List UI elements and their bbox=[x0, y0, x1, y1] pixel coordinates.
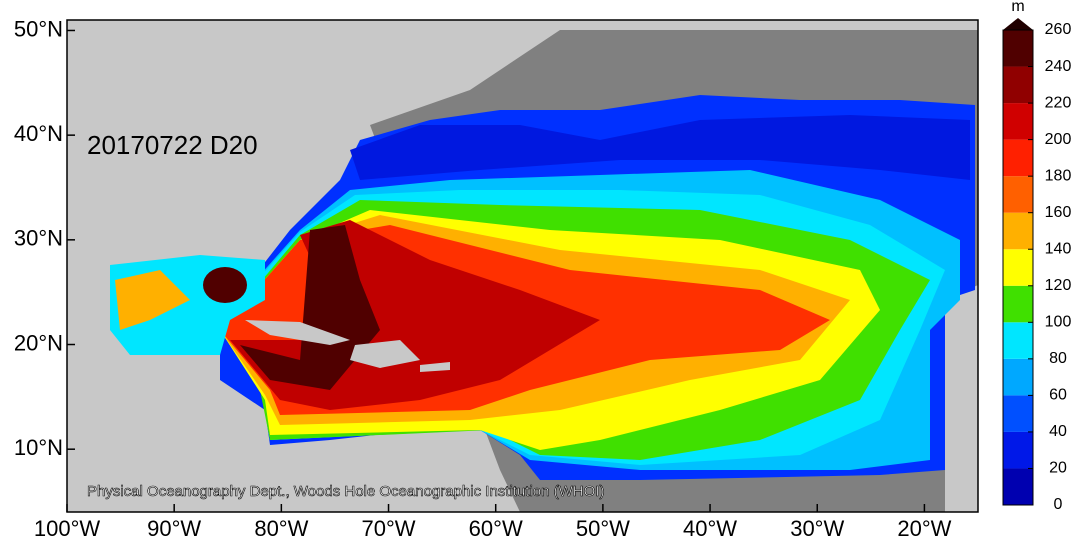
x-tick-label: 80°W bbox=[254, 516, 308, 541]
colorbar-tick-label: 100 bbox=[1045, 314, 1072, 331]
colorbar-segment bbox=[1003, 431, 1033, 469]
colorbar-tick-label: 40 bbox=[1049, 423, 1067, 440]
credit: Physical Oceanography Dept., Woods Hole … bbox=[87, 483, 604, 500]
field bbox=[115, 270, 190, 330]
x-tick-label: 60°W bbox=[469, 516, 523, 541]
colorbar-tick-label: 200 bbox=[1045, 131, 1072, 148]
colorbar-segment bbox=[1003, 358, 1033, 396]
colorbar-tick-label: 120 bbox=[1045, 277, 1072, 294]
colorbar-tick-label: 80 bbox=[1049, 350, 1067, 367]
y-tick-label: 50°N bbox=[14, 16, 63, 41]
y-tick-label: 40°N bbox=[14, 121, 63, 146]
colorbar-frame bbox=[1002, 29, 1034, 506]
colorbar-unit: m bbox=[1011, 0, 1024, 15]
colorbar-segment bbox=[1003, 139, 1033, 177]
colorbar-segment bbox=[1003, 176, 1033, 213]
x-tick-label: 100°W bbox=[34, 516, 101, 541]
colorbar-segment bbox=[1003, 468, 1033, 505]
map-frame bbox=[66, 19, 979, 513]
x-tick-label: 70°W bbox=[362, 516, 416, 541]
colorbar-tick-label: 180 bbox=[1045, 167, 1072, 184]
islands bbox=[245, 320, 450, 372]
map-field bbox=[67, 20, 978, 512]
x-tick-label: 40°W bbox=[683, 516, 737, 541]
colorbar-tick-label: 220 bbox=[1045, 94, 1072, 111]
colorbar-segment bbox=[1003, 322, 1033, 359]
colorbar-tick-label: 160 bbox=[1045, 204, 1072, 221]
colorbar-segment bbox=[1003, 395, 1033, 432]
x-tick-label: 90°W bbox=[147, 516, 201, 541]
field bbox=[350, 115, 970, 180]
field bbox=[203, 267, 247, 303]
date-label: 20170722 D20 bbox=[87, 130, 258, 160]
colorbar-tick-label: 60 bbox=[1049, 387, 1067, 404]
field bbox=[240, 225, 380, 390]
colorbar-segment bbox=[1003, 30, 1033, 67]
colorbar-tick-label: 20 bbox=[1049, 460, 1067, 477]
x-tick-label: 30°W bbox=[790, 516, 844, 541]
y-tick-label: 30°N bbox=[14, 226, 63, 251]
colorbar-segment bbox=[1003, 249, 1033, 286]
colorbar-segment bbox=[1003, 103, 1033, 140]
y-tick-label: 20°N bbox=[14, 330, 63, 355]
x-tick-label: 20°W bbox=[897, 516, 951, 541]
y-tick-label: 10°N bbox=[14, 435, 63, 460]
x-tick-label: 50°W bbox=[576, 516, 630, 541]
colorbar-tick-label: 260 bbox=[1045, 21, 1072, 38]
colorbar-extend bbox=[1003, 18, 1033, 30]
colorbar-segment bbox=[1003, 285, 1033, 323]
colorbar-segment bbox=[1003, 66, 1033, 104]
colorbar-segment bbox=[1003, 212, 1033, 250]
colorbar-tick-label: 140 bbox=[1045, 240, 1072, 257]
colorbar-tick-label: 0 bbox=[1054, 496, 1063, 513]
colorbar-tick-label: 240 bbox=[1045, 58, 1072, 75]
